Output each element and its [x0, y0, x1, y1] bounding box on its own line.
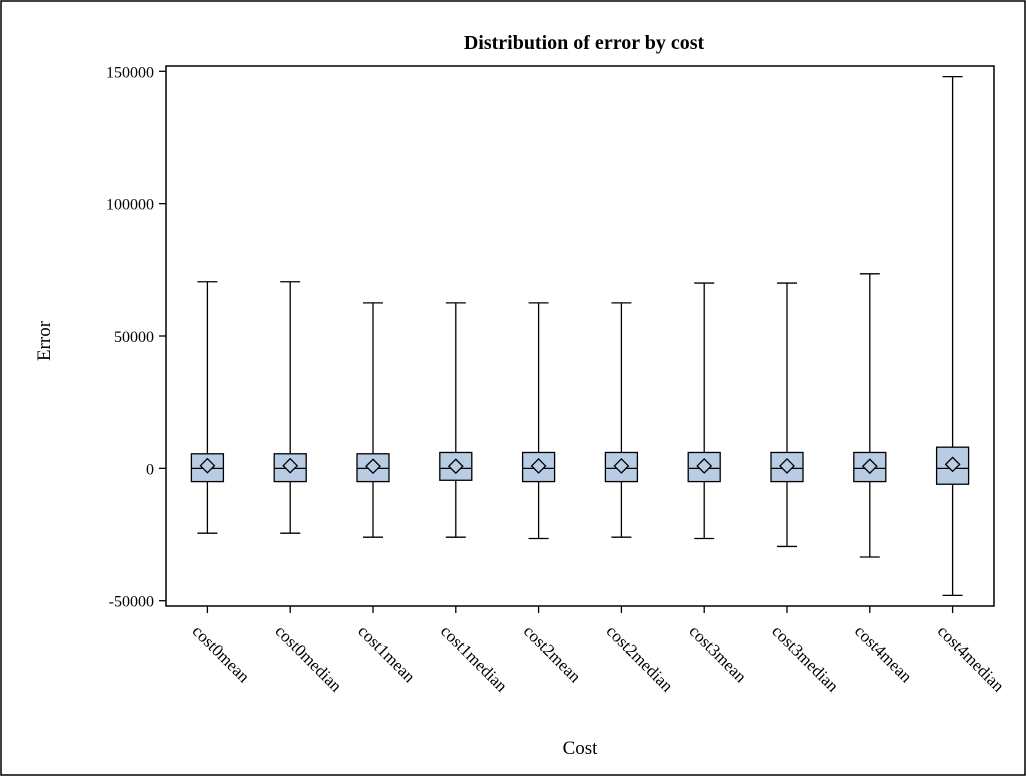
y-tick-label: 50000: [114, 329, 154, 346]
mean-marker: [613, 458, 630, 474]
y-axis: -50000 0 50000 100000 150000: [106, 64, 166, 611]
mean-marker: [861, 458, 878, 475]
box-cost0mean: [190, 281, 225, 534]
mean-marker: [944, 456, 961, 473]
box-cost4mean: [853, 273, 887, 558]
box-cost1median: [439, 302, 473, 538]
box-cost4median: [935, 75, 970, 597]
y-tick-label: -50000: [109, 594, 154, 611]
mean-marker: [696, 458, 713, 474]
mean-marker: [365, 458, 381, 475]
box-cost2median: [604, 302, 639, 538]
box-cost3median: [770, 282, 804, 548]
x-axis-title: Cost: [563, 738, 599, 759]
y-tick-label: 100000: [106, 197, 154, 214]
mean-marker: [199, 457, 216, 474]
mean-marker: [447, 458, 464, 475]
box-cost0median: [273, 281, 307, 534]
box-cost1mean: [356, 302, 390, 538]
box-cost2mean: [521, 302, 556, 540]
y-tick-label: 0: [146, 461, 154, 478]
y-axis-title: Error: [34, 320, 55, 361]
box-cost3mean: [687, 282, 721, 540]
chart-title: Distribution of error by cost: [464, 32, 705, 54]
boxes-layer: [190, 75, 970, 597]
mean-marker: [779, 458, 795, 474]
mean-marker: [530, 458, 547, 474]
y-tick-label: 150000: [106, 64, 154, 81]
mean-marker: [282, 457, 299, 474]
